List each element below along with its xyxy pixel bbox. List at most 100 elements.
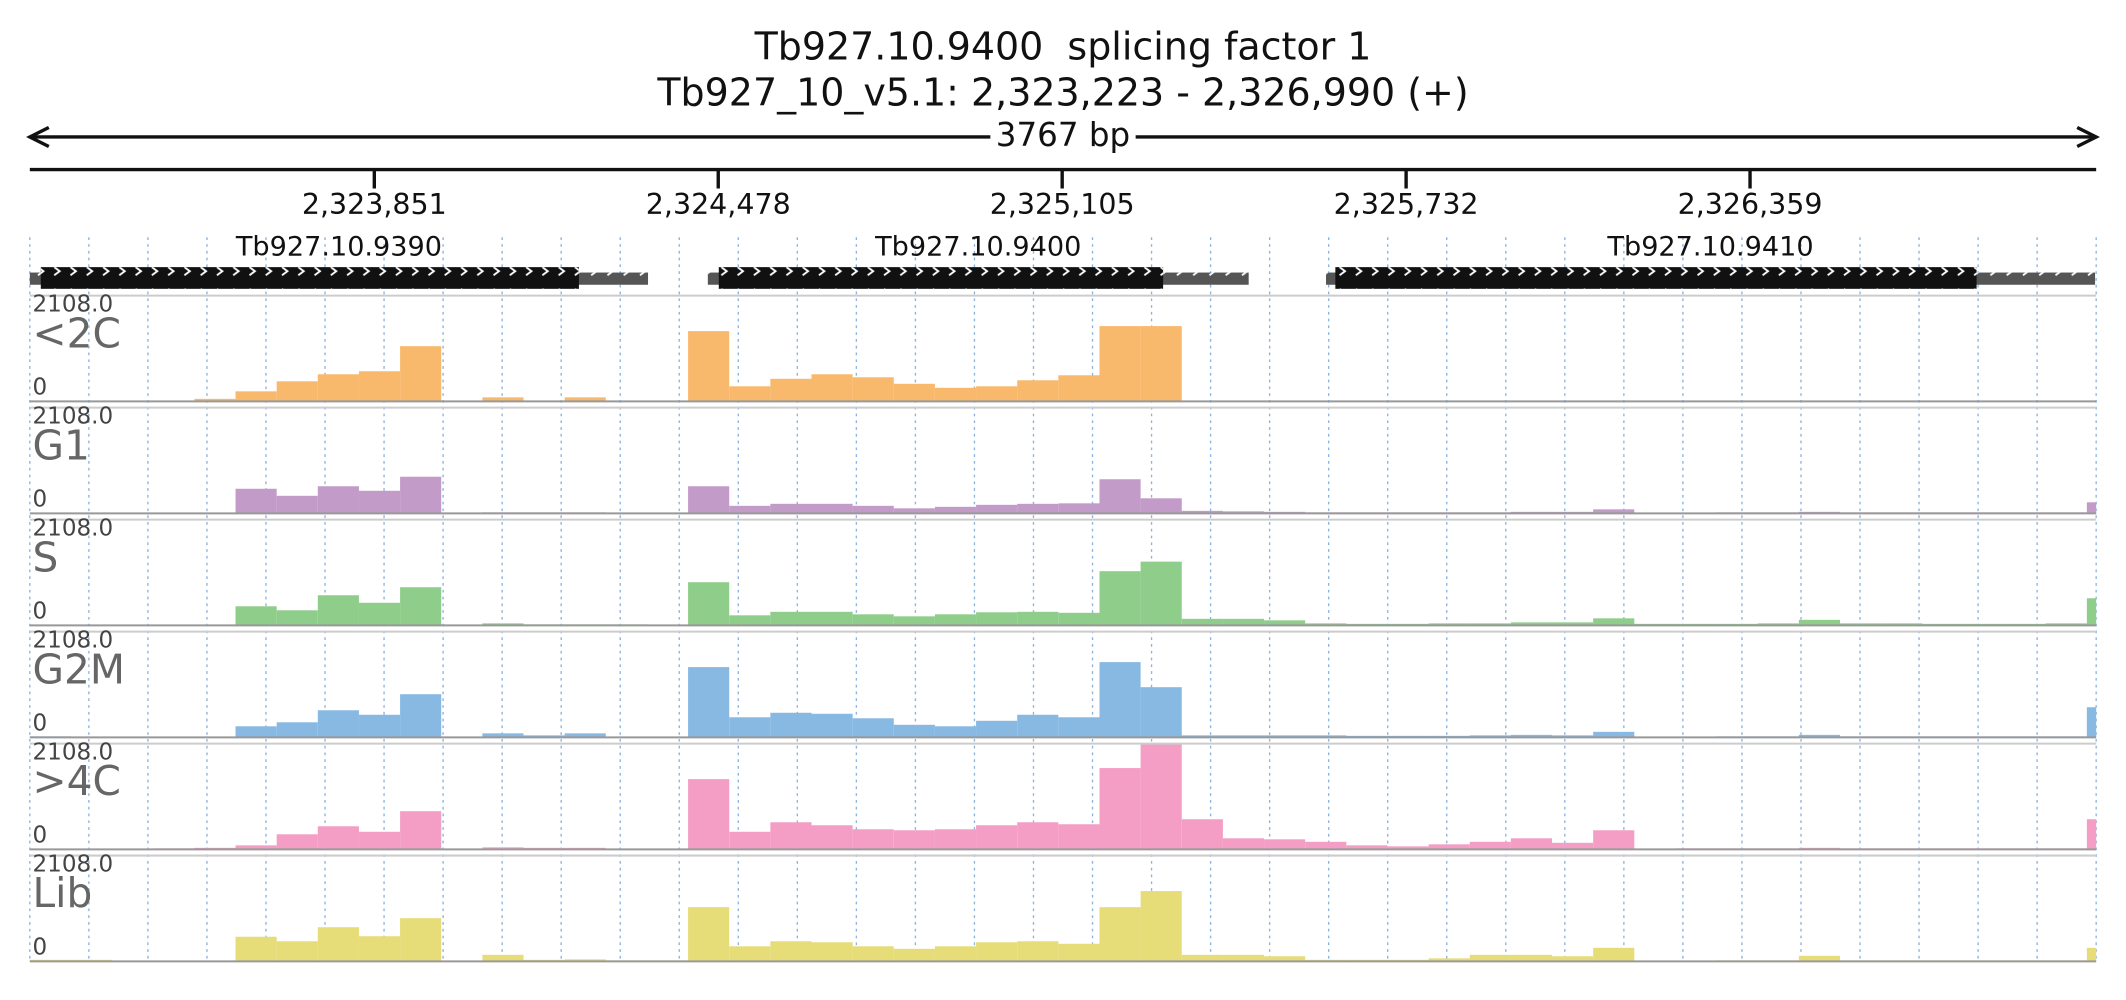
coverage-bar — [1058, 375, 1100, 402]
coverage-bar — [852, 829, 894, 850]
x-tick-label: 2,325,732 — [1334, 188, 1479, 221]
x-tick-label: 2,326,359 — [1678, 188, 1823, 221]
coverage-bar — [688, 331, 730, 402]
coverage-bar — [2086, 947, 2097, 962]
coverage-bar — [893, 830, 935, 850]
coverage-bar — [852, 377, 894, 402]
coverage-bar — [235, 845, 277, 850]
coverage-bar — [317, 595, 359, 626]
coverage-bar — [1058, 824, 1100, 850]
y-tick-label: 2108.0 — [33, 740, 114, 766]
x-tick-label: 2,323,851 — [302, 188, 447, 221]
coverage-bar — [1181, 819, 1223, 850]
coverage-bar — [934, 829, 977, 850]
coverage-bar — [811, 503, 853, 514]
span-label-bg — [990, 115, 1136, 154]
coverage-bar — [729, 386, 771, 402]
coverage-bar — [235, 606, 277, 626]
coverage-bar — [1017, 941, 1059, 962]
coverage-bar — [1387, 846, 1429, 850]
coverage-bar — [1510, 954, 1553, 962]
y-tick-label: 0 — [33, 822, 48, 848]
coverage-bar — [852, 614, 894, 626]
coverage-bar — [276, 610, 318, 626]
coverage-bar — [317, 927, 359, 962]
chart-title: Tb927.10.9400 splicing factor 1 — [754, 24, 1372, 68]
y-tick-label: 2108.0 — [33, 292, 114, 318]
coverage-bar — [770, 611, 812, 626]
coverage-bar — [564, 397, 606, 402]
coverage-bar — [1593, 947, 1635, 962]
coverage-bar — [1058, 612, 1100, 626]
coverage-bar — [1264, 956, 1306, 962]
coverage-bar — [688, 486, 730, 514]
span-arrow-head — [2076, 125, 2100, 148]
coverage-bar — [400, 587, 442, 626]
coverage-bar — [893, 508, 935, 514]
coverage-bar — [729, 505, 771, 514]
coverage-bar — [1099, 662, 1141, 738]
coverage-bar — [934, 946, 977, 962]
track-label: G1 — [33, 421, 90, 469]
coverage-bar — [2086, 819, 2097, 850]
coverage-bar — [770, 378, 812, 402]
coverage-bar — [852, 718, 894, 738]
coverage-bar — [1017, 822, 1059, 850]
coverage-bar — [976, 386, 1018, 402]
coverage-bar — [770, 941, 812, 962]
coverage-bar — [1140, 561, 1182, 626]
track-label: G2M — [33, 645, 125, 693]
y-tick-label: 2108.0 — [33, 628, 114, 654]
coverage-bar — [1798, 955, 1841, 962]
coverage-bar — [893, 724, 935, 738]
gene-name: Tb927.10.9390 — [235, 232, 442, 263]
coverage-bar — [852, 946, 894, 962]
gene-name: Tb927.10.9400 — [874, 232, 1081, 263]
coverage-bar — [1510, 838, 1553, 850]
coverage-bar — [235, 726, 277, 738]
y-tick-label: 2108.0 — [33, 516, 114, 542]
y-tick-label: 0 — [33, 598, 48, 624]
coverage-bar — [400, 476, 442, 514]
track-label: <2C — [33, 309, 121, 357]
coverage-bar — [688, 907, 730, 962]
coverage-bar — [276, 381, 318, 402]
coverage-bar — [358, 371, 401, 402]
coverage-bar — [1346, 845, 1388, 850]
coverage-bar — [1593, 830, 1635, 850]
coverage-bar — [1140, 743, 1182, 850]
coverage-bar — [400, 918, 442, 962]
coverage-bar — [1510, 622, 1553, 626]
coverage-bar — [729, 946, 771, 962]
coverage-bar — [235, 391, 277, 402]
track-label: >4C — [33, 757, 121, 805]
coverage-bar — [1469, 841, 1511, 850]
coverage-bar — [1552, 956, 1594, 962]
coverage-bar — [1222, 954, 1265, 962]
y-tick-label: 0 — [33, 710, 48, 736]
coverage-bar — [770, 822, 812, 850]
coverage-bar — [317, 710, 359, 738]
gene-cds-chevrons — [1335, 267, 1977, 289]
coverage-bar — [482, 733, 524, 738]
span-arrow-head — [26, 125, 50, 148]
coverage-bar — [770, 503, 812, 514]
y-tick-label: 0 — [33, 374, 48, 400]
coverage-bar — [893, 383, 935, 402]
coverage-bar — [688, 667, 730, 738]
coverage-bar — [1181, 510, 1223, 514]
coverage-bar — [1181, 954, 1223, 962]
coverage-bar — [1099, 479, 1141, 514]
y-tick-label: 0 — [33, 486, 48, 512]
coverage-bar — [1798, 734, 1841, 738]
y-tick-label: 0 — [33, 934, 48, 960]
coverage-bar — [1469, 954, 1511, 962]
coverage-bar — [317, 826, 359, 850]
coverage-bar — [482, 397, 524, 402]
coverage-bar — [688, 779, 730, 850]
coverage-bar — [1510, 734, 1553, 738]
coverage-bar — [1140, 891, 1182, 962]
coverage-bar — [2086, 707, 2097, 738]
